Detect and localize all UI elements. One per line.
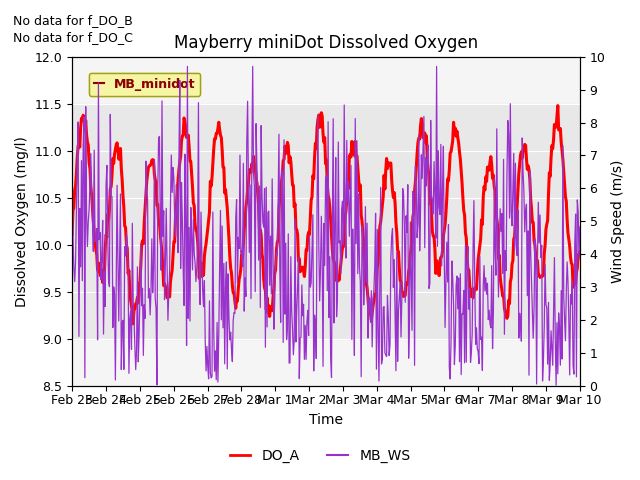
Y-axis label: Wind Speed (m/s): Wind Speed (m/s) (611, 160, 625, 283)
Legend: DO_A, MB_WS: DO_A, MB_WS (224, 443, 416, 468)
Bar (72, 104, 580, 339)
Y-axis label: Dissolved Oxygen (mg/l): Dissolved Oxygen (mg/l) (15, 136, 29, 307)
Title: Mayberry miniDot Dissolved Oxygen: Mayberry miniDot Dissolved Oxygen (174, 34, 478, 52)
Legend: MB_minidot: MB_minidot (88, 72, 200, 96)
Text: No data for f_DO_C: No data for f_DO_C (13, 31, 132, 44)
Text: No data for f_DO_B: No data for f_DO_B (13, 14, 132, 27)
X-axis label: Time: Time (309, 413, 343, 427)
